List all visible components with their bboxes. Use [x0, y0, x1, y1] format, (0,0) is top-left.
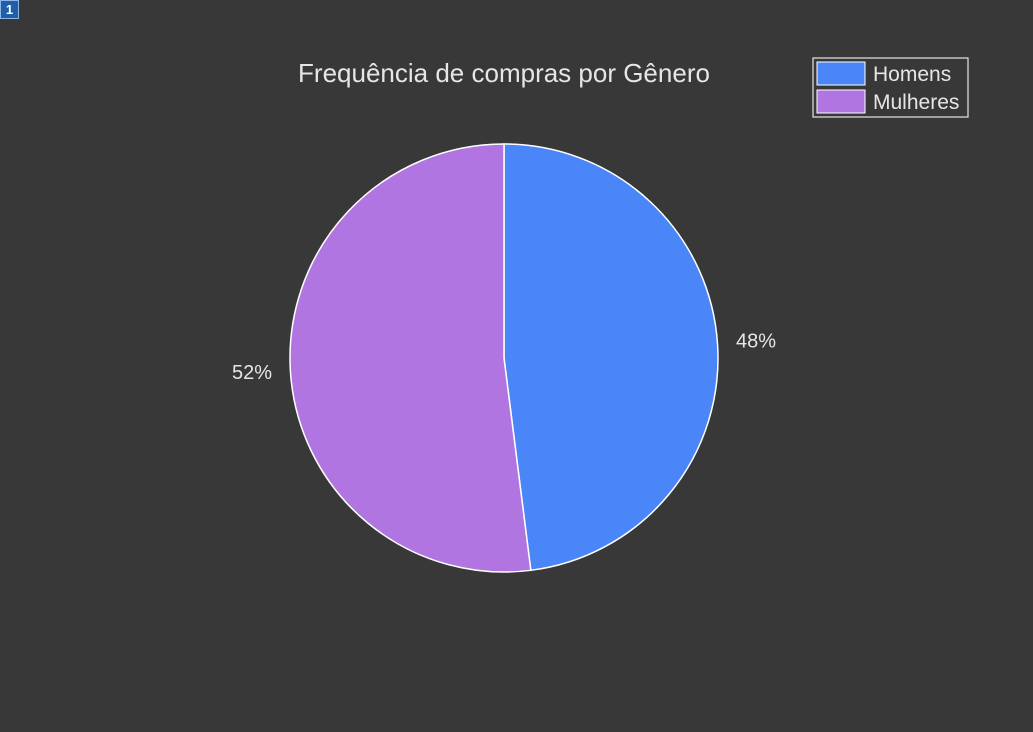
chart-title: Frequência de compras por Gênero [298, 58, 710, 88]
pie-label-homens: 48% [736, 330, 776, 352]
pie-slices [289, 143, 719, 573]
pie-slice-labels: 48% 52% [232, 330, 776, 384]
legend-swatch-mulheres [816, 89, 866, 114]
pie-label-mulheres: 52% [232, 362, 272, 384]
legend-label-mulheres: Mulheres [873, 91, 959, 114]
chart-legend: Homens Mulheres [812, 57, 969, 118]
legend-swatch-homens [816, 61, 866, 86]
legend-frame [812, 57, 969, 118]
legend-label-homens: Homens [873, 63, 951, 86]
page-number-badge: 1 [0, 0, 19, 19]
pie-slice-mulheres [289, 143, 532, 573]
pie-slice-homens [503, 143, 719, 572]
